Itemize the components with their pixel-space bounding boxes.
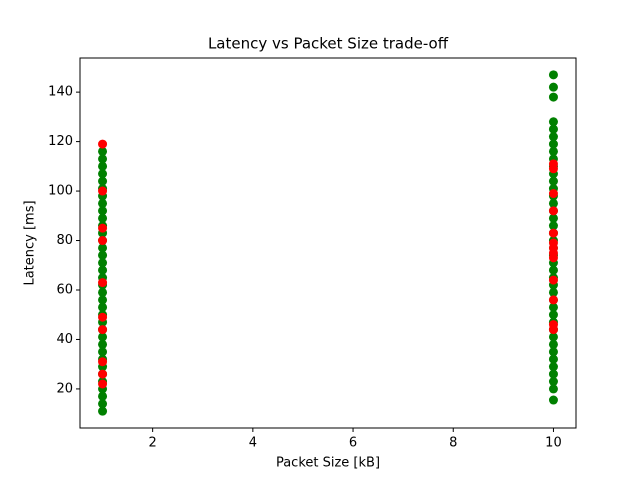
point [548, 198, 558, 208]
point [98, 213, 108, 223]
point [548, 395, 558, 405]
plot-frame [79, 57, 577, 429]
point [98, 406, 108, 416]
point [548, 287, 558, 297]
point [548, 302, 558, 312]
point [98, 161, 108, 171]
point [98, 198, 108, 208]
point [548, 117, 558, 127]
point [548, 228, 558, 238]
point [548, 139, 558, 149]
point [548, 384, 558, 394]
point [548, 206, 558, 216]
point [98, 287, 108, 297]
point [98, 325, 108, 335]
x-tick-label: 6 [349, 436, 357, 451]
point [98, 302, 108, 312]
point [548, 310, 558, 320]
point [98, 169, 108, 179]
x-tick-label: 8 [449, 436, 457, 451]
y-axis-label: Latency [ms] [23, 200, 38, 285]
point [548, 347, 558, 357]
point [98, 250, 108, 260]
point [98, 379, 108, 389]
point [98, 146, 108, 156]
point [98, 176, 108, 186]
y-tick-label: 60 [56, 282, 73, 297]
point [548, 164, 558, 174]
point [548, 339, 558, 349]
x-tick-label: 10 [545, 436, 562, 451]
point [548, 189, 558, 199]
point [98, 347, 108, 357]
x-tick-label: 2 [149, 436, 157, 451]
point [98, 399, 108, 409]
y-tick-label: 80 [56, 233, 73, 248]
point [548, 332, 558, 342]
x-tick-label: 4 [249, 436, 257, 451]
point [98, 357, 108, 367]
point [98, 339, 108, 349]
point [98, 312, 108, 322]
point [548, 221, 558, 231]
y-tick-label: 120 [48, 134, 73, 149]
point [98, 295, 108, 305]
y-tick-label: 100 [48, 184, 73, 199]
point [548, 132, 558, 142]
point [98, 258, 108, 268]
point [548, 275, 558, 285]
point [548, 92, 558, 102]
point [548, 146, 558, 156]
y-tick-label: 140 [48, 85, 73, 100]
point [98, 332, 108, 342]
point [548, 70, 558, 80]
point [98, 206, 108, 216]
point [548, 354, 558, 364]
point [98, 369, 108, 379]
point [548, 176, 558, 186]
point [548, 295, 558, 305]
point [98, 236, 108, 246]
point [548, 253, 558, 263]
point [548, 265, 558, 275]
x-axis-label: Packet Size [kB] [276, 456, 380, 471]
point [548, 325, 558, 335]
point [548, 369, 558, 379]
point [98, 391, 108, 401]
point [98, 243, 108, 253]
point [548, 377, 558, 387]
point [98, 278, 108, 288]
point [548, 362, 558, 372]
point [98, 139, 108, 149]
chart-title: Latency vs Packet Size trade-off [208, 35, 449, 53]
point [98, 223, 108, 233]
y-tick-label: 40 [56, 332, 73, 347]
point [98, 265, 108, 275]
point [98, 186, 108, 196]
y-tick-label: 20 [56, 381, 73, 396]
point [98, 154, 108, 164]
point [548, 213, 558, 223]
point [548, 124, 558, 134]
point [548, 82, 558, 92]
